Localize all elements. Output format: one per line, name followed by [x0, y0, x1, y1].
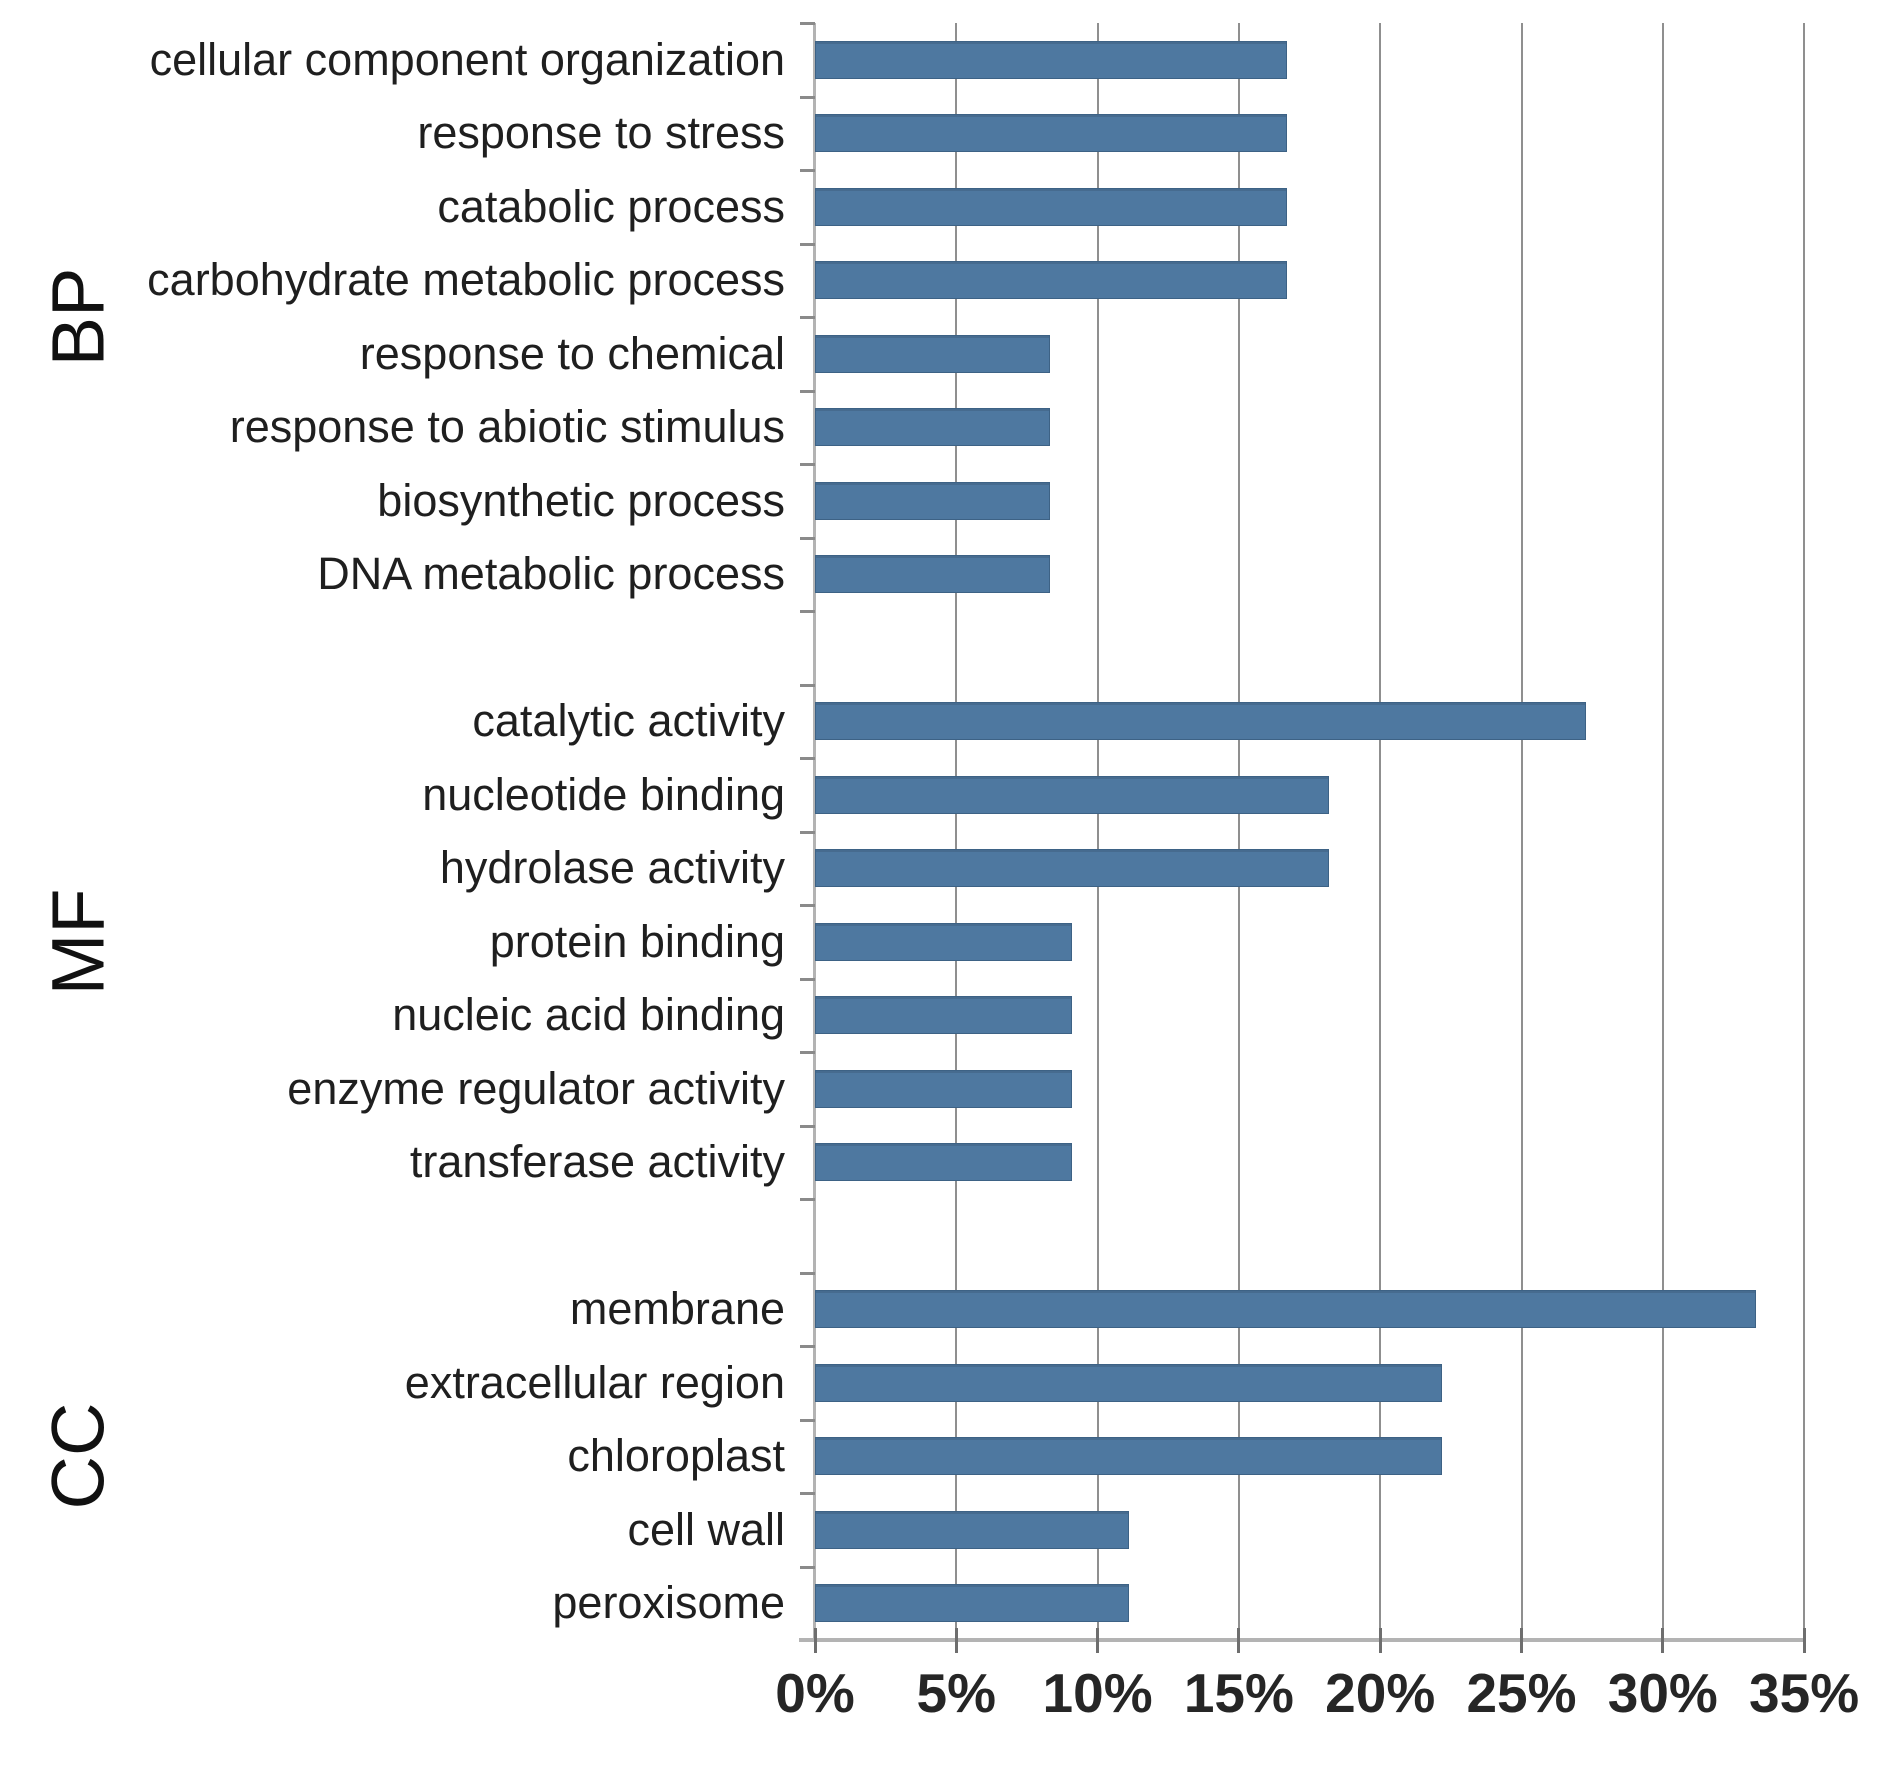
y-axis-tick: [800, 1051, 815, 1054]
x-axis-tick-15%: [1237, 1628, 1241, 1653]
category-label-CC: CC: [36, 1402, 120, 1510]
y-axis-tick: [800, 904, 815, 907]
x-axis-tick-20%: [1378, 1628, 1382, 1653]
bar-label: nucleic acid binding: [392, 989, 785, 1041]
y-axis-tick: [800, 1271, 815, 1275]
x-axis-label-5%: 5%: [916, 1662, 997, 1724]
bar-nucleotide-binding: [815, 775, 1329, 814]
category-label-MF: MF: [36, 888, 120, 996]
bar-nucleic-acid-binding: [815, 996, 1072, 1035]
y-axis-tick: [800, 610, 815, 613]
x-axis-label-20%: 20%: [1325, 1662, 1436, 1724]
y-axis-tick: [800, 316, 815, 319]
y-axis-tick: [800, 1418, 815, 1422]
bar-label: nucleotide binding: [422, 768, 785, 820]
bar-carbohydrate-metabolic-process: [815, 261, 1287, 300]
bar-label: transferase activity: [409, 1136, 785, 1188]
y-axis-tick: [800, 683, 815, 687]
gridline-20%: [1379, 23, 1382, 1640]
y-axis-tick: [800, 830, 815, 834]
y-axis-tick: [800, 463, 815, 466]
bar-label: DNA metabolic process: [317, 548, 785, 600]
bar-label: extracellular region: [404, 1356, 785, 1408]
bar-label: membrane: [569, 1283, 785, 1335]
y-axis-tick: [800, 757, 815, 760]
y-axis-tick: [800, 22, 815, 25]
y-axis-tick: [800, 1198, 815, 1201]
gridline-30%: [1661, 23, 1664, 1640]
y-axis-tick: [800, 242, 815, 246]
x-axis-tick-5%: [954, 1628, 958, 1653]
y-axis-tick: [800, 977, 815, 981]
bar-label: response to stress: [417, 107, 785, 159]
bar-label: catabolic process: [437, 180, 785, 232]
bar-response-to-stress: [815, 114, 1287, 153]
bar-DNA-metabolic-process: [815, 555, 1050, 594]
bar-response-to-abiotic-stimulus: [815, 408, 1050, 447]
bar-hydrolase-activity: [815, 849, 1329, 888]
gridline-35%: [1803, 23, 1806, 1640]
bar-protein-binding: [815, 922, 1072, 961]
category-label-BP: BP: [36, 267, 120, 367]
gridline-5%: [955, 23, 958, 1640]
bar-label: chloroplast: [567, 1430, 785, 1482]
gridline-15%: [1237, 23, 1240, 1640]
bar-label: hydrolase activity: [439, 842, 785, 894]
bar-label: protein binding: [489, 915, 785, 967]
x-axis-label-35%: 35%: [1749, 1662, 1860, 1724]
y-axis-tick: [800, 1492, 815, 1495]
x-axis-tick-0%: [813, 1628, 817, 1653]
y-axis-tick: [800, 1345, 815, 1348]
bar-catalytic-activity: [815, 702, 1586, 741]
x-axis-label-10%: 10%: [1042, 1662, 1153, 1724]
x-axis-line: [799, 1638, 1807, 1642]
bar-label: peroxisome: [552, 1577, 785, 1629]
bar-label: response to abiotic stimulus: [229, 401, 785, 453]
y-axis-tick: [800, 169, 815, 172]
bar-chloroplast: [815, 1437, 1442, 1476]
bar-label: biosynthetic process: [377, 474, 785, 526]
bar-cell-wall: [815, 1510, 1129, 1549]
bar-label: cell wall: [627, 1503, 785, 1555]
bar-membrane: [815, 1290, 1756, 1329]
bar-label: enzyme regulator activity: [287, 1062, 785, 1114]
x-axis-label-15%: 15%: [1183, 1662, 1294, 1724]
x-axis-label-30%: 30%: [1607, 1662, 1718, 1724]
bar-cellular-component-organization: [815, 40, 1287, 79]
gridline-25%: [1520, 23, 1523, 1640]
y-axis-tick: [800, 536, 815, 540]
bar-extracellular-region: [815, 1363, 1442, 1402]
bar-catabolic-process: [815, 187, 1287, 226]
bar-biosynthetic-process: [815, 481, 1050, 520]
y-axis-tick: [800, 389, 815, 393]
gridline-10%: [1096, 23, 1099, 1640]
x-axis-label-25%: 25%: [1466, 1662, 1577, 1724]
y-axis-tick: [800, 1124, 815, 1128]
bar-label: response to chemical: [359, 327, 785, 379]
bar-label: cellular component organization: [149, 33, 785, 85]
y-axis-tick: [800, 1565, 815, 1569]
x-axis-label-0%: 0%: [775, 1662, 855, 1724]
y-axis-tick: [800, 95, 815, 99]
x-axis-tick-10%: [1096, 1628, 1100, 1653]
bar-label: carbohydrate metabolic process: [147, 254, 785, 306]
bar-enzyme-regulator-activity: [815, 1069, 1072, 1108]
bar-transferase-activity: [815, 1143, 1072, 1182]
bar-peroxisome: [815, 1584, 1129, 1623]
x-axis-tick-35%: [1802, 1628, 1806, 1653]
bar-label: catalytic activity: [472, 695, 785, 747]
x-axis-tick-30%: [1661, 1628, 1665, 1653]
x-axis-tick-25%: [1520, 1628, 1523, 1653]
bar-response-to-chemical: [815, 334, 1050, 373]
